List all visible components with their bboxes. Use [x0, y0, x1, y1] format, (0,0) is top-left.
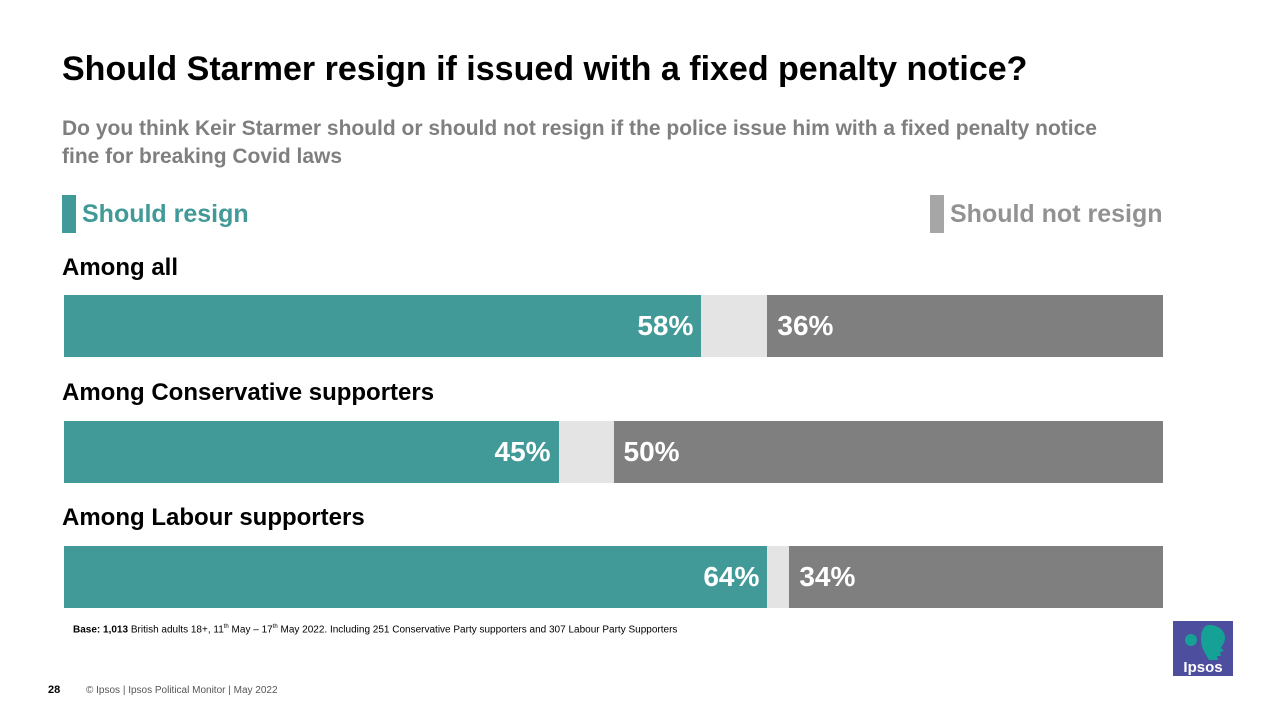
data-label-should-not-resign-labour: 34%: [799, 561, 856, 592]
ipsos-logo: Ipsos: [1173, 621, 1233, 676]
data-label-should-resign-labour: 64%: [703, 561, 760, 592]
bar-row-all: 58% 36%: [64, 295, 1163, 357]
bar-should-resign-all: 58%: [64, 295, 702, 357]
base-label: Base:: [73, 624, 101, 636]
group-label-conservative: Among Conservative supporters: [62, 379, 435, 406]
base-sup-1: th: [223, 624, 229, 630]
bar-row-labour: 64% 34%: [64, 546, 1163, 608]
page-number: 28: [48, 684, 61, 696]
logo-head-silhouette: [1201, 625, 1225, 660]
footer-text: © Ipsos | Ipsos Political Monitor | May …: [86, 685, 278, 696]
bar-should-not-resign-all: 36%: [767, 295, 1163, 357]
legend-label-should-resign: Should resign: [82, 199, 249, 228]
data-label-should-not-resign-conservative: 50%: [623, 436, 680, 467]
bar-should-resign-labour: 64%: [64, 546, 768, 608]
bar-should-not-resign-conservative: 50%: [613, 421, 1163, 483]
bar-should-resign-conservative: 45%: [64, 421, 559, 483]
legend-swatch-should-not-resign: [930, 195, 944, 233]
data-label-should-resign-conservative: 45%: [494, 436, 551, 467]
data-label-should-resign-all: 58%: [637, 310, 694, 341]
legend-swatch-should-resign: [62, 195, 76, 233]
bar-row-conservative: 45% 50%: [64, 421, 1163, 483]
base-count: 1,013: [103, 624, 129, 636]
bar-should-not-resign-labour: 34%: [789, 546, 1163, 608]
legend-should-resign: Should resign: [62, 195, 249, 233]
logo-text: Ipsos: [1183, 659, 1222, 676]
base-sup-2: th: [272, 624, 278, 630]
group-label-labour: Among Labour supporters: [62, 504, 365, 531]
page-title: Should Starmer resign if issued with a f…: [62, 50, 1028, 88]
legend-label-should-not-resign: Should not resign: [950, 199, 1163, 228]
logo-dot: [1185, 634, 1197, 646]
group-label-all: Among all: [62, 254, 179, 281]
base-text-3: May 2022. Including 251 Conservative Par…: [277, 624, 678, 636]
base-text-2: May – 17: [228, 624, 273, 636]
base-text-1: British adults 18+, 11: [128, 624, 224, 636]
data-label-should-not-resign-all: 36%: [777, 310, 834, 341]
page-subtitle: Do you think Keir Starmer should or shou…: [62, 117, 1097, 168]
base-note: Base: 1,013 British adults 18+, 11th May…: [73, 624, 677, 635]
legend-should-not-resign: Should not resign: [930, 195, 1163, 233]
